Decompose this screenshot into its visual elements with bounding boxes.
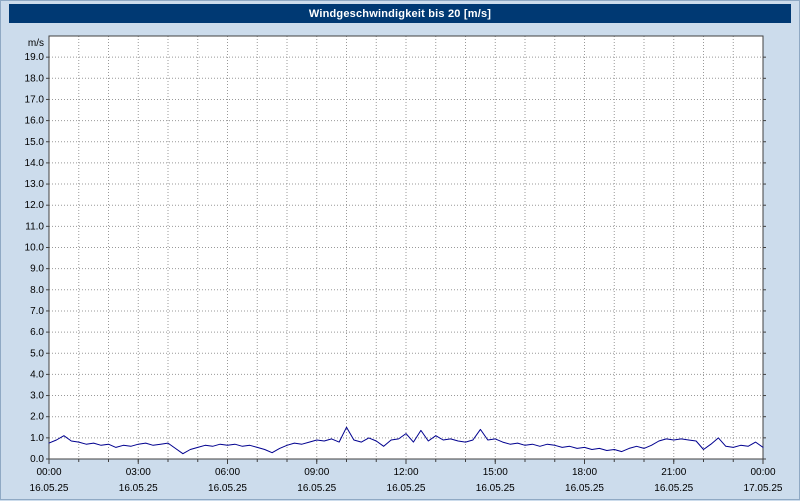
svg-text:7.0: 7.0: [30, 306, 44, 317]
svg-text:15:00: 15:00: [483, 467, 508, 478]
title-bar: Windgeschwindigkeit bis 20 [m/s]: [9, 4, 791, 23]
svg-text:16.05.25: 16.05.25: [654, 483, 693, 494]
svg-text:00:00: 00:00: [36, 467, 61, 478]
svg-text:4.0: 4.0: [30, 369, 44, 380]
wind-speed-line: [48, 426, 764, 455]
x-axis-labels: 00:00 16.05.25 03:00 16.05.25 06:00 16.05.25 0…: [30, 467, 783, 494]
svg-text:16.0: 16.0: [25, 116, 45, 127]
svg-text:16.05.25: 16.05.25: [565, 483, 604, 494]
svg-text:06:00: 06:00: [215, 467, 240, 478]
svg-text:17.05.25: 17.05.25: [744, 483, 783, 494]
svg-text:16.05.25: 16.05.25: [208, 483, 247, 494]
svg-text:19.0: 19.0: [25, 52, 45, 63]
svg-text:0.0: 0.0: [30, 454, 44, 465]
svg-text:6.0: 6.0: [30, 327, 44, 338]
svg-text:13.0: 13.0: [25, 179, 45, 190]
svg-text:18.0: 18.0: [25, 73, 45, 84]
svg-text:00:00: 00:00: [750, 467, 775, 478]
svg-text:16.05.25: 16.05.25: [30, 483, 69, 494]
svg-text:m/s: m/s: [28, 38, 44, 49]
svg-text:1.0: 1.0: [30, 433, 44, 444]
svg-text:9.0: 9.0: [30, 264, 44, 275]
svg-text:09:00: 09:00: [304, 467, 329, 478]
svg-text:2.0: 2.0: [30, 412, 44, 423]
svg-text:17.0: 17.0: [25, 94, 45, 105]
svg-text:8.0: 8.0: [30, 285, 44, 296]
svg-text:18:00: 18:00: [572, 467, 597, 478]
y-axis-labels: 0.0 1.0 2.0 3.0 4.0 5.0 6.0 7.0 8.0 9.0 10.0 11.0 12…: [25, 38, 45, 465]
svg-text:3.0: 3.0: [30, 391, 44, 402]
chart-title: Windgeschwindigkeit bis 20 [m/s]: [308, 7, 492, 20]
axes: [46, 35, 766, 464]
svg-text:12.0: 12.0: [25, 200, 45, 211]
svg-text:21:00: 21:00: [661, 467, 686, 478]
svg-text:16.05.25: 16.05.25: [387, 483, 426, 494]
svg-text:11.0: 11.0: [25, 221, 44, 232]
svg-text:12:00: 12:00: [393, 467, 418, 478]
svg-text:15.0: 15.0: [25, 137, 45, 148]
svg-text:5.0: 5.0: [30, 348, 44, 359]
svg-text:14.0: 14.0: [25, 158, 45, 169]
gridlines: [49, 36, 763, 459]
svg-text:16.05.25: 16.05.25: [476, 483, 515, 494]
svg-text:16.05.25: 16.05.25: [297, 483, 336, 494]
svg-text:03:00: 03:00: [126, 467, 151, 478]
svg-text:10.0: 10.0: [25, 243, 45, 254]
svg-text:16.05.25: 16.05.25: [119, 483, 158, 494]
